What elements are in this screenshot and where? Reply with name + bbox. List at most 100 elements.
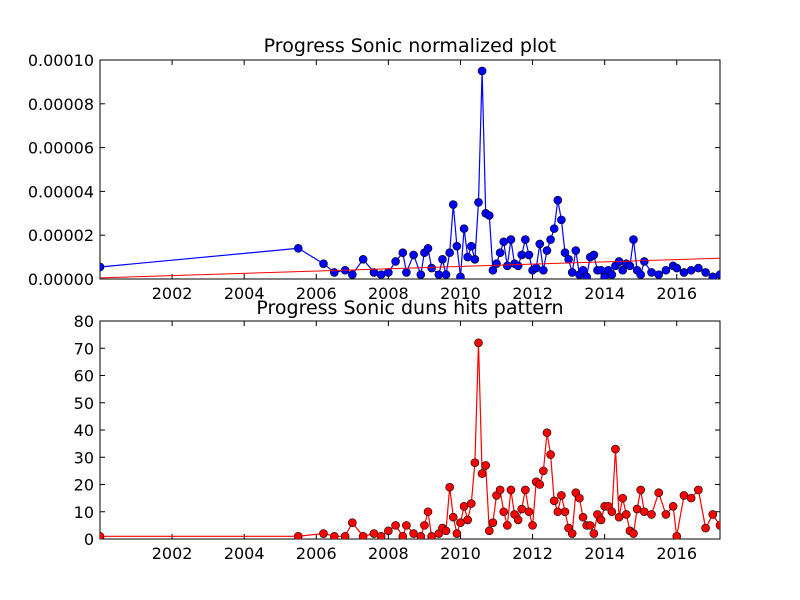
data-point	[384, 268, 393, 277]
data-point	[466, 241, 476, 251]
y-tick-label: 60	[74, 367, 94, 386]
data-point	[492, 259, 501, 268]
data-point	[420, 521, 429, 530]
data-point	[391, 257, 400, 266]
data-point	[553, 195, 563, 205]
data-point	[330, 531, 339, 539]
data-point	[474, 198, 483, 207]
y-tick-label: 10	[74, 503, 94, 522]
data-point	[398, 531, 408, 539]
x-tick-label: 2014	[584, 284, 625, 303]
data-point	[358, 254, 368, 264]
chart-title: Progress Sonic normalized plot	[264, 35, 557, 57]
data-point	[557, 491, 566, 500]
data-point	[542, 428, 552, 438]
data-point	[629, 529, 638, 538]
data-point	[715, 270, 720, 279]
data-point	[463, 252, 472, 262]
data-point	[589, 250, 599, 260]
data-point	[521, 235, 530, 244]
y-tick-label: 0.00010	[28, 51, 94, 70]
data-point	[625, 261, 635, 271]
data-point	[636, 270, 645, 279]
y-tick-label: 80	[74, 312, 94, 331]
y-tick-label: 0.00006	[28, 139, 94, 158]
x-tick-label: 2006	[296, 544, 337, 563]
data-point	[513, 515, 523, 525]
data-point	[640, 507, 649, 517]
chart-title: Progress Sonic duns hits pattern	[256, 297, 563, 319]
plot-area: 2002 2004 2006 2008 2010 2012 2014 2016 0.00000 0…	[28, 51, 721, 303]
data-point	[517, 504, 527, 514]
data-point	[466, 499, 476, 508]
data-point	[495, 485, 505, 495]
y-tick-label: 0.00000	[28, 270, 94, 289]
data-point	[535, 480, 545, 489]
data-point	[477, 469, 487, 478]
data-point	[456, 518, 465, 527]
data-point	[611, 444, 620, 454]
data-point	[535, 239, 545, 249]
y-tick-label: 0	[84, 530, 94, 549]
x-tick-label: 2010	[440, 284, 481, 303]
data-point	[668, 501, 678, 511]
data-point	[423, 244, 433, 253]
data-point	[488, 265, 498, 275]
x-tick-label: 2004	[224, 544, 265, 563]
data-point	[715, 521, 720, 530]
data-point	[376, 531, 386, 539]
y-tick-label: 20	[74, 476, 94, 495]
data-point	[416, 270, 426, 279]
data-point	[503, 261, 512, 271]
data-point	[441, 270, 451, 279]
data-point	[319, 529, 328, 538]
data-point	[661, 265, 671, 275]
data-point	[459, 224, 469, 233]
data-point	[672, 263, 682, 273]
data-point	[434, 270, 444, 279]
data-point	[448, 512, 458, 522]
chart-duns-hits-pattern: Progress Sonic duns hits pattern 2002 200…	[74, 297, 721, 563]
data-point	[499, 507, 509, 517]
x-tick-label: 2012	[512, 284, 553, 303]
data-point	[459, 501, 469, 511]
data-point	[100, 262, 105, 272]
data-point	[531, 263, 541, 273]
chart-normalized-plot: Progress Sonic normalized plot 2002 2004 2…	[28, 35, 721, 303]
data-point	[452, 529, 462, 538]
data-point	[402, 521, 411, 530]
x-tick-label: 2008	[368, 544, 409, 563]
series-layer	[100, 66, 720, 279]
data-point	[607, 507, 617, 517]
data-point	[582, 272, 591, 279]
data-point	[506, 235, 516, 244]
data-point	[485, 526, 494, 536]
x-tick-label: 2006	[296, 284, 337, 303]
data-point	[524, 507, 534, 517]
data-point	[495, 248, 505, 258]
axes-frame	[99, 59, 721, 280]
data-point	[636, 485, 645, 495]
x-tick-label: 2002	[152, 544, 193, 563]
x-tick-label: 2012	[512, 544, 553, 563]
y-tick-label: 0.00008	[28, 95, 94, 114]
data-point	[618, 265, 627, 275]
data-point	[348, 518, 357, 527]
data-point	[701, 523, 710, 533]
data-point	[391, 521, 400, 530]
data-point	[427, 263, 436, 273]
data-point	[293, 531, 303, 539]
data-point	[546, 235, 555, 244]
data-point	[539, 466, 548, 476]
data-point	[409, 529, 418, 538]
data-point	[100, 531, 105, 539]
data-point	[445, 482, 454, 492]
data-point	[441, 526, 451, 536]
data-point	[517, 250, 527, 260]
plot-area: 2002 2004 2006 2008 2010 2012 2014 2016 0 10 20 30 4…	[74, 312, 721, 563]
data-point	[686, 265, 696, 275]
data-point	[589, 529, 599, 538]
data-point	[661, 510, 671, 519]
